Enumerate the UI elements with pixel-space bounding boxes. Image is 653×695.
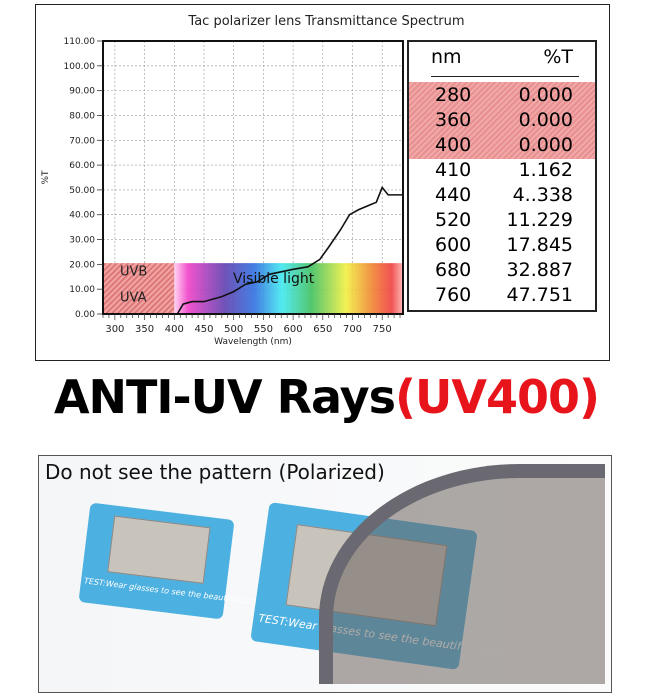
card-text-left: TEST:Wear glasses to see the beautiful p…: [83, 576, 272, 609]
row-nm: 520: [435, 209, 472, 231]
x-tick-label: 300: [105, 324, 124, 335]
y-tick-label: 110.00: [64, 37, 96, 47]
table-header-nm: nm: [431, 46, 462, 68]
x-tick-label: 400: [165, 324, 184, 335]
row-t: 1.162: [518, 159, 573, 181]
transmittance-chart: 300 350 400 450 500 550 600 650 700 750 0.00 10.00 2…: [41, 37, 404, 347]
y-tick-label: 30.00: [69, 236, 95, 246]
sunglasses-lens: [319, 464, 605, 684]
y-tick-label: 40.00: [69, 211, 95, 221]
x-tick-label: 700: [343, 324, 362, 335]
y-tick-label: 100.00: [64, 62, 96, 72]
chart-title: Tac polarizer lens Transmittance Spectru…: [188, 14, 465, 29]
chart-frame: [35, 4, 610, 361]
x-tick-label: 350: [135, 324, 154, 335]
x-tick-label: 550: [254, 324, 273, 335]
row-nm: 410: [435, 159, 472, 181]
x-tick-label: 750: [373, 324, 392, 335]
transmittance-line: [176, 185, 403, 315]
table-header-t: %T: [543, 46, 573, 68]
row-nm: 360: [435, 109, 472, 131]
heading-uv400: (UV400): [395, 370, 600, 424]
uv-band: [103, 263, 175, 314]
visible-spectrum-band: [174, 263, 403, 314]
table-row: 400 0.000: [409, 133, 595, 158]
x-axis-label: Wavelength (nm): [214, 337, 292, 347]
y-tick-label: 50.00: [69, 186, 95, 196]
table-row: 360 0.000: [409, 108, 595, 133]
y-tick-label: 20.00: [69, 260, 95, 270]
table-row: 680 32.887: [409, 258, 595, 283]
plot-area: [102, 40, 404, 315]
row-t: 0.000: [518, 84, 573, 106]
row-t: 11.229: [506, 209, 573, 231]
row-nm: 400: [435, 134, 472, 156]
y-tick-label: 60.00: [69, 161, 95, 171]
row-t: 17.845: [506, 234, 573, 256]
row-nm: 280: [435, 84, 472, 106]
y-axis-label: %T: [41, 170, 51, 185]
row-nm: 600: [435, 234, 472, 256]
row-t: 4..338: [512, 184, 573, 206]
y-tick-label: 10.00: [69, 285, 95, 295]
y-tick-label: 90.00: [69, 87, 95, 97]
row-t: 32.887: [506, 259, 573, 281]
row-nm: 680: [435, 259, 472, 281]
visible-light-label: Visible light: [233, 271, 315, 287]
photo-caption: Do not see the pattern (Polarized): [45, 460, 385, 484]
row-t: 0.000: [518, 134, 573, 156]
uv-rows-highlight: [409, 82, 595, 159]
row-nm: 760: [435, 284, 472, 306]
transmittance-table: nm %T 280 0.000 360 0.000 400 0.000 410 1.162 440…: [407, 40, 597, 312]
table-row: 280 0.000: [409, 83, 595, 108]
table-row: 440 4..338: [409, 183, 595, 208]
uvb-label: UVB: [120, 265, 147, 280]
header-divider: [431, 76, 579, 77]
y-tick-label: 0.00: [75, 310, 95, 320]
x-tick-label: 500: [224, 324, 243, 335]
uva-label: UVA: [120, 291, 147, 306]
table-row: 600 17.845: [409, 233, 595, 258]
table-row: 760 47.751: [409, 283, 595, 308]
table-row: 520 11.229: [409, 208, 595, 233]
y-tick-label: 80.00: [69, 111, 95, 121]
row-t: 47.751: [506, 284, 573, 306]
y-tick-label: 70.00: [69, 136, 95, 146]
row-t: 0.000: [518, 109, 573, 131]
table-row: 410 1.162: [409, 158, 595, 183]
polarized-test-photo: Do not see the pattern (Polarized) TEST:…: [38, 455, 612, 693]
x-tick-label: 600: [284, 324, 303, 335]
x-tick-label: 650: [313, 324, 332, 335]
heading-main: ANTI-UV Rays: [53, 370, 396, 424]
test-card-left: TEST:Wear glasses to see the beautiful p…: [78, 502, 271, 620]
anti-uv-heading: ANTI-UV Rays(UV400): [0, 370, 653, 424]
x-tick-label: 450: [194, 324, 213, 335]
row-nm: 440: [435, 184, 472, 206]
